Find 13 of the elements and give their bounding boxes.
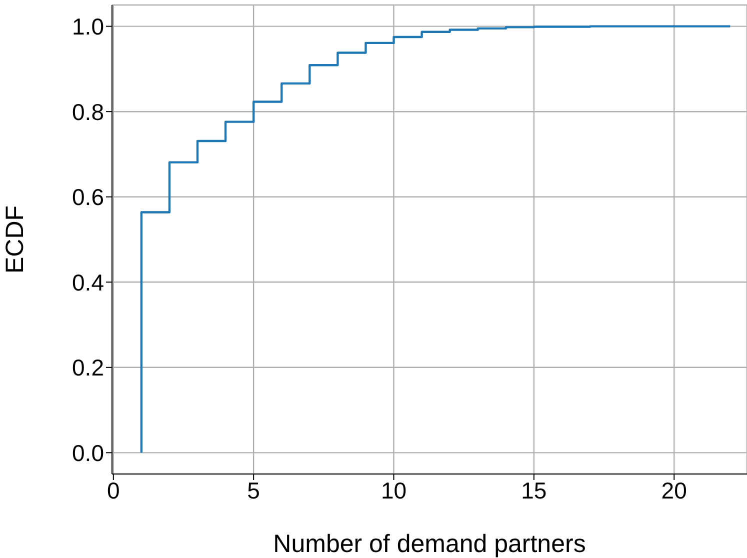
y-tick-label: 0.2 bbox=[72, 354, 104, 381]
x-tick-label: 15 bbox=[521, 477, 547, 504]
x-tick-label: 20 bbox=[661, 477, 687, 504]
y-tick-label: 0.6 bbox=[72, 184, 104, 210]
y-tick-label: 1.0 bbox=[72, 13, 104, 40]
y-tick-label: 0.4 bbox=[72, 269, 104, 296]
y-axis-title: ECDF bbox=[0, 205, 29, 274]
x-tick-label: 5 bbox=[247, 477, 260, 504]
x-tick-label: 10 bbox=[380, 477, 407, 504]
y-tick-label: 0.8 bbox=[72, 98, 104, 125]
x-tick-label: 0 bbox=[107, 477, 120, 504]
y-tick-label: 0.0 bbox=[72, 440, 104, 466]
x-axis-title: Number of demand partners bbox=[273, 530, 586, 558]
